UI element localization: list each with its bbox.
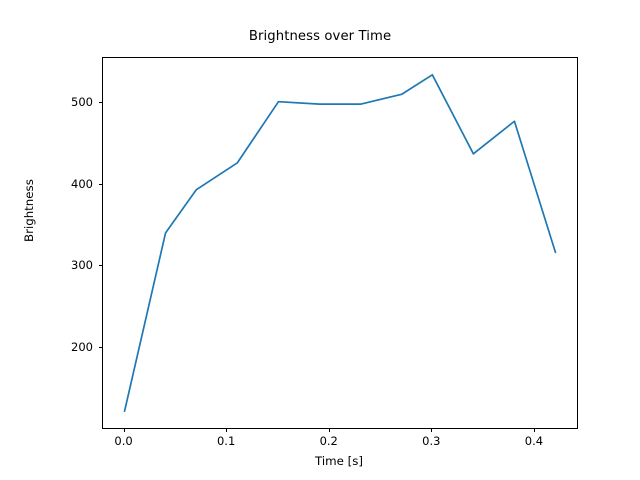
brightness-line [123, 73, 557, 413]
x-tick-label: 0.1 [216, 434, 236, 448]
x-axis-label: Time [s] [315, 454, 363, 468]
y-tick-label: 500 [71, 95, 93, 110]
plot-axes [102, 57, 578, 429]
plot-area [123, 73, 557, 413]
x-tick-mark [226, 428, 228, 432]
x-tick-mark [328, 428, 330, 432]
chart-title: Brightness over Time [248, 29, 392, 44]
x-tick-mark [533, 428, 535, 432]
y-tick-mark [98, 265, 102, 267]
x-tick-mark [431, 428, 433, 432]
y-tick-label: 200 [71, 339, 93, 354]
x-tick-label: 0.4 [524, 434, 544, 448]
y-tick-label: 300 [71, 258, 93, 273]
y-axis-label: Brightness [22, 179, 36, 242]
x-tick-label: 0.0 [114, 434, 133, 448]
y-tick-mark [98, 183, 102, 185]
y-tick-mark [98, 346, 102, 348]
y-tick-label: 400 [71, 176, 93, 191]
x-tick-mark [123, 428, 125, 432]
x-tick-label: 0.2 [319, 434, 338, 448]
y-tick-mark [98, 102, 102, 104]
x-tick-label: 0.3 [422, 434, 441, 448]
